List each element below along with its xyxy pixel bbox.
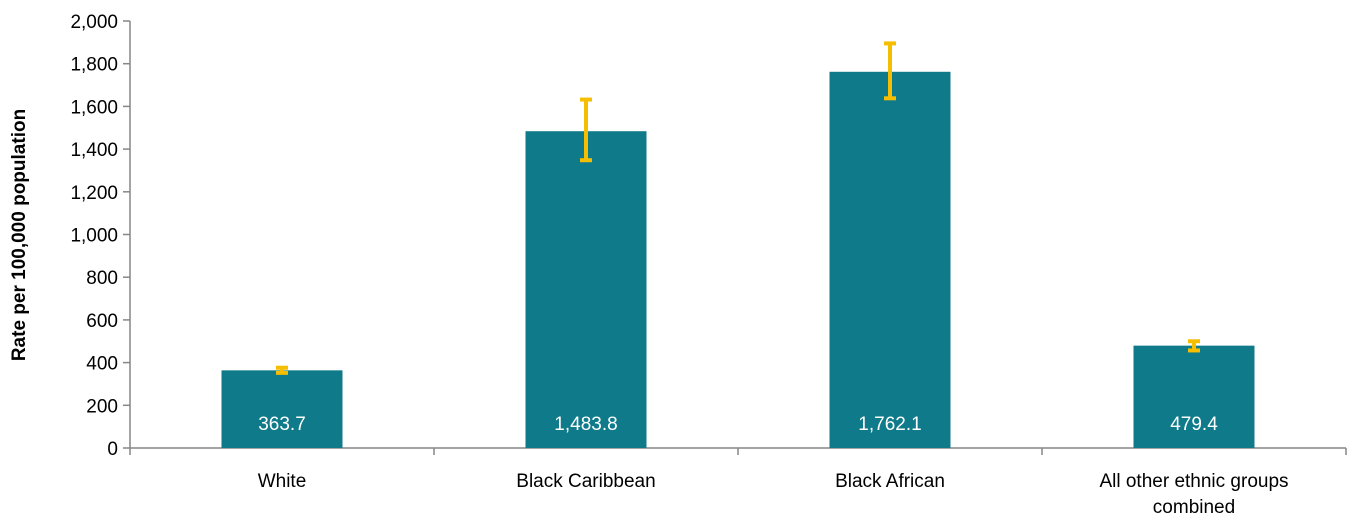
y-tick-label: 1,200 <box>70 183 118 204</box>
x-axis-labels: White Black Caribbean Black African All oth… <box>258 471 1289 518</box>
y-tick-label: 200 <box>86 396 118 417</box>
bar <box>221 370 343 448</box>
bar <box>829 71 951 448</box>
y-tick-label: 0 <box>107 439 118 460</box>
y-tick-label: 2,000 <box>70 12 118 33</box>
y-tick-label: 800 <box>86 268 118 289</box>
bars <box>221 71 1255 449</box>
data-label: 1,762.1 <box>858 414 921 435</box>
x-tick-label: White <box>258 471 307 492</box>
bar <box>1133 345 1255 448</box>
y-tick-label: 1,600 <box>70 97 118 118</box>
x-tick-label: Black Caribbean <box>516 471 655 492</box>
data-label: 1,483.8 <box>554 414 617 435</box>
data-label: 479.4 <box>1170 414 1218 435</box>
x-tick-label: Black African <box>835 471 945 492</box>
data-label: 363.7 <box>258 414 306 435</box>
y-tick-label: 600 <box>86 311 118 332</box>
y-tick-label: 400 <box>86 354 118 375</box>
error-bars <box>276 41 1200 375</box>
y-axis-ticks: 0 200 400 600 800 1,000 1,200 1,400 1,600 1,800 2,… <box>70 12 130 460</box>
y-axis-title: Rate per 100,000 population <box>9 109 30 361</box>
bar <box>525 131 647 449</box>
x-tick-label: All other ethnic groups combined <box>1099 471 1288 518</box>
y-tick-label: 1,400 <box>70 140 118 161</box>
data-labels: 363.7 1,483.8 1,762.1 479.4 <box>258 414 1218 435</box>
y-tick-label: 1,800 <box>70 55 118 76</box>
y-tick-label: 1,000 <box>70 226 118 247</box>
